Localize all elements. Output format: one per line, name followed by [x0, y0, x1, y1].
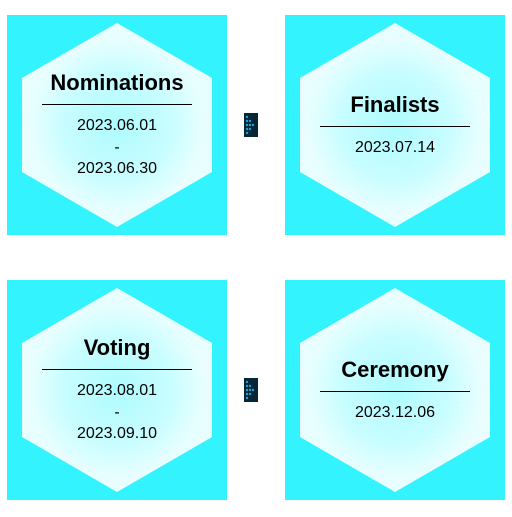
stage-date: 2023.08.01-2023.09.10 — [42, 380, 192, 445]
arrow-icon — [244, 113, 258, 137]
stage-date: 2023.12.06 — [320, 402, 470, 424]
stage-title: Ceremony — [320, 357, 470, 391]
timeline-grid: Nominations 2023.06.01-2023.06.30 Finali… — [0, 0, 512, 517]
arrow-icon — [244, 378, 258, 402]
divider — [320, 391, 470, 392]
stage-date: 2023.06.01-2023.06.30 — [42, 115, 192, 180]
divider — [42, 104, 192, 105]
stage-title: Nominations — [42, 70, 192, 104]
stage-date: 2023.07.14 — [320, 137, 470, 159]
stage-title: Voting — [42, 335, 192, 369]
stage-card-ceremony: Ceremony 2023.12.06 — [285, 280, 505, 500]
stage-card-nominations: Nominations 2023.06.01-2023.06.30 — [7, 15, 227, 235]
stage-card-voting: Voting 2023.08.01-2023.09.10 — [7, 280, 227, 500]
stage-card-finalists: Finalists 2023.07.14 — [285, 15, 505, 235]
divider — [320, 126, 470, 127]
stage-title: Finalists — [320, 92, 470, 126]
divider — [42, 369, 192, 370]
